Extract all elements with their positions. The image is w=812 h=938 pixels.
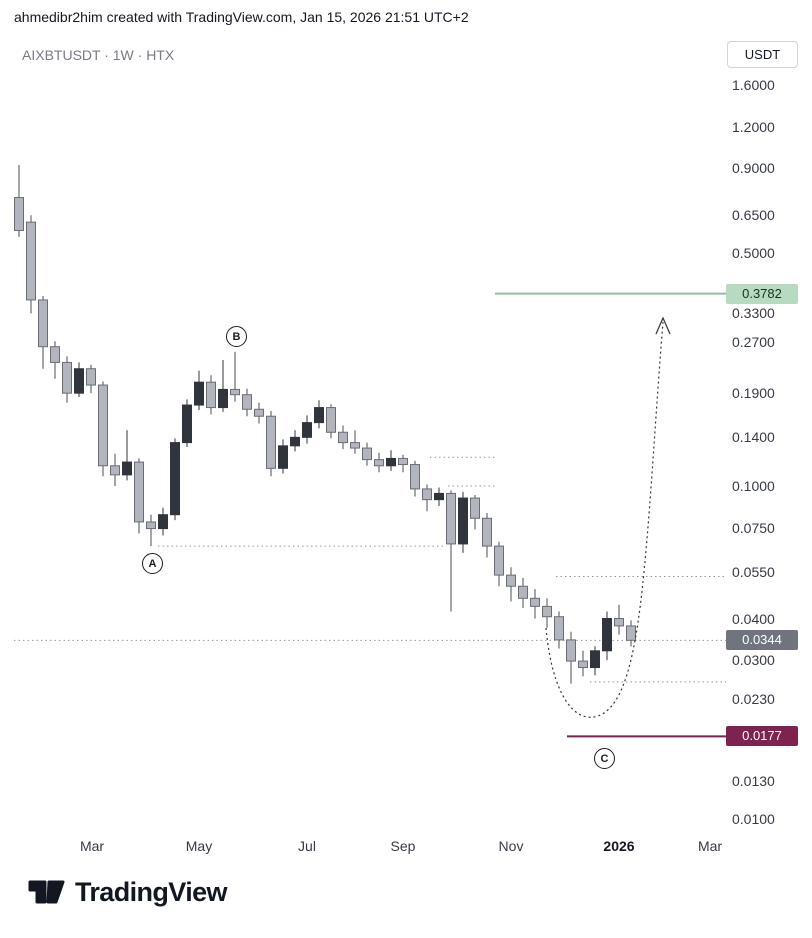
wave-label-c[interactable]: C xyxy=(594,748,615,769)
tradingview-logo-icon[interactable] xyxy=(26,874,66,910)
time-tick-label: Jul xyxy=(298,838,316,854)
candle-body xyxy=(578,660,588,669)
candle-body xyxy=(194,381,204,406)
candle-body xyxy=(434,492,444,501)
price-tick-label: 0.0750 xyxy=(732,519,775,536)
candle-body xyxy=(626,625,636,641)
candle-body xyxy=(98,384,108,467)
candle-body xyxy=(134,461,144,523)
time-tick-label: Mar xyxy=(697,838,723,854)
price-tick-label: 0.0550 xyxy=(732,564,775,581)
candle-body xyxy=(518,585,528,599)
candle-body xyxy=(374,459,384,467)
price-tick-label: 0.0400 xyxy=(732,610,775,627)
candle-body xyxy=(266,415,276,469)
price-tick-label: 0.1900 xyxy=(732,385,775,402)
price-tick-label: 0.1000 xyxy=(732,478,775,494)
candle-body xyxy=(482,517,492,547)
candle-body xyxy=(506,574,516,587)
candle-body xyxy=(50,346,60,363)
candle-body xyxy=(338,431,348,444)
candle-body xyxy=(590,650,600,669)
price-tick-label: 1.2000 xyxy=(732,118,775,135)
target-price-badge: 0.3782 xyxy=(726,283,798,304)
price-tick-label: 0.3300 xyxy=(732,305,775,322)
price-tick-label: 0.0300 xyxy=(732,652,775,669)
wave-label-a[interactable]: A xyxy=(142,553,163,574)
price-tick-label: 0.0100 xyxy=(732,811,775,827)
price-tick-label: 0.2700 xyxy=(732,334,775,351)
candle-body xyxy=(398,457,408,466)
time-tick-label: Nov xyxy=(498,838,524,854)
footer-branding: TradingView xyxy=(26,874,228,910)
candle-body xyxy=(146,521,156,530)
price-tick-label: 0.0130 xyxy=(732,773,775,790)
candle-body xyxy=(170,442,180,516)
candle-body xyxy=(446,492,456,545)
candle-body xyxy=(362,447,372,461)
candle-body xyxy=(566,639,576,662)
price-tick-label: 0.0230 xyxy=(732,690,775,707)
candle-body xyxy=(470,497,480,519)
candle-body xyxy=(410,464,420,490)
candle-body xyxy=(182,404,192,444)
candle-body xyxy=(230,388,240,396)
candle-body xyxy=(554,616,564,641)
candle-body xyxy=(26,221,36,301)
candle-body xyxy=(206,381,216,409)
candle-body xyxy=(158,514,168,530)
candle-body xyxy=(74,368,84,394)
currency-toggle-button[interactable]: USDT xyxy=(727,41,798,68)
candle-body xyxy=(314,407,324,424)
tradingview-wordmark[interactable]: TradingView xyxy=(75,876,228,907)
candle-body xyxy=(386,457,396,467)
candle-body xyxy=(218,388,228,409)
candle-body xyxy=(350,442,360,449)
candle-body xyxy=(86,368,96,386)
wave-label-b[interactable]: B xyxy=(226,326,247,347)
price-tick-label: 1.6000 xyxy=(732,77,775,94)
candle-body xyxy=(122,461,132,476)
price-tick-label: 0.9000 xyxy=(732,160,775,177)
candle-body xyxy=(326,407,336,433)
candle-body xyxy=(14,197,24,232)
candle-body xyxy=(542,605,552,618)
candle-body xyxy=(614,618,624,627)
candle-body xyxy=(530,597,540,607)
price-tick-label: 0.6500 xyxy=(732,207,775,224)
candle-body xyxy=(458,497,468,545)
time-tick-label: 2026 xyxy=(603,838,635,854)
candle-body xyxy=(494,545,504,576)
candle-body xyxy=(302,422,312,438)
price-tick-label: 0.1400 xyxy=(732,429,775,446)
current-price-badge: 0.0344 xyxy=(726,630,798,651)
support-price-badge: 0.0177 xyxy=(726,726,798,747)
projection-arrowhead-icon xyxy=(655,316,671,335)
projection-arrow-curve[interactable] xyxy=(545,321,664,718)
candle-body xyxy=(62,361,72,394)
time-tick-label: May xyxy=(185,838,213,854)
candle-body xyxy=(290,436,300,447)
time-tick-label: Mar xyxy=(79,838,105,854)
candle-body xyxy=(422,488,432,501)
candle-body xyxy=(242,394,252,410)
attribution-text: ahmedibr2him created with TradingView.co… xyxy=(14,9,469,25)
candle-body xyxy=(278,445,288,469)
price-tick-label: 0.5000 xyxy=(732,245,775,262)
symbol-title: AIXBTUSDT · 1W · HTX xyxy=(22,47,175,63)
candle-body xyxy=(38,299,48,348)
candle-body xyxy=(110,465,120,476)
candle-body xyxy=(254,408,264,417)
time-tick-label: Sep xyxy=(390,838,416,854)
candle-body xyxy=(602,618,612,652)
